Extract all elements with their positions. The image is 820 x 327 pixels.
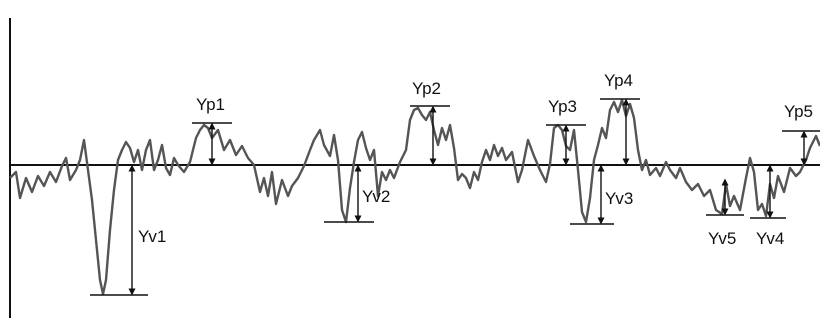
- yv2-label: Yv2: [362, 187, 390, 206]
- yp5-label: Yp5: [784, 102, 813, 121]
- yv4-label: Yv4: [756, 229, 784, 248]
- yp4-label: Yp4: [604, 71, 633, 90]
- yv5-label: Yv5: [708, 229, 736, 248]
- yp1-label: Yp1: [196, 95, 225, 114]
- yv3-label: Yv3: [605, 189, 633, 208]
- yv1-label: Yv1: [138, 227, 166, 246]
- yp3-label: Yp3: [548, 97, 577, 116]
- yp2-label: Yp2: [412, 79, 441, 98]
- surface-profile-curve: [9, 98, 820, 296]
